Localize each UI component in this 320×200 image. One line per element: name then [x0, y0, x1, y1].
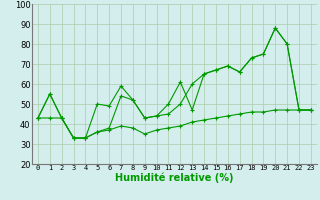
X-axis label: Humidité relative (%): Humidité relative (%)	[115, 173, 234, 183]
